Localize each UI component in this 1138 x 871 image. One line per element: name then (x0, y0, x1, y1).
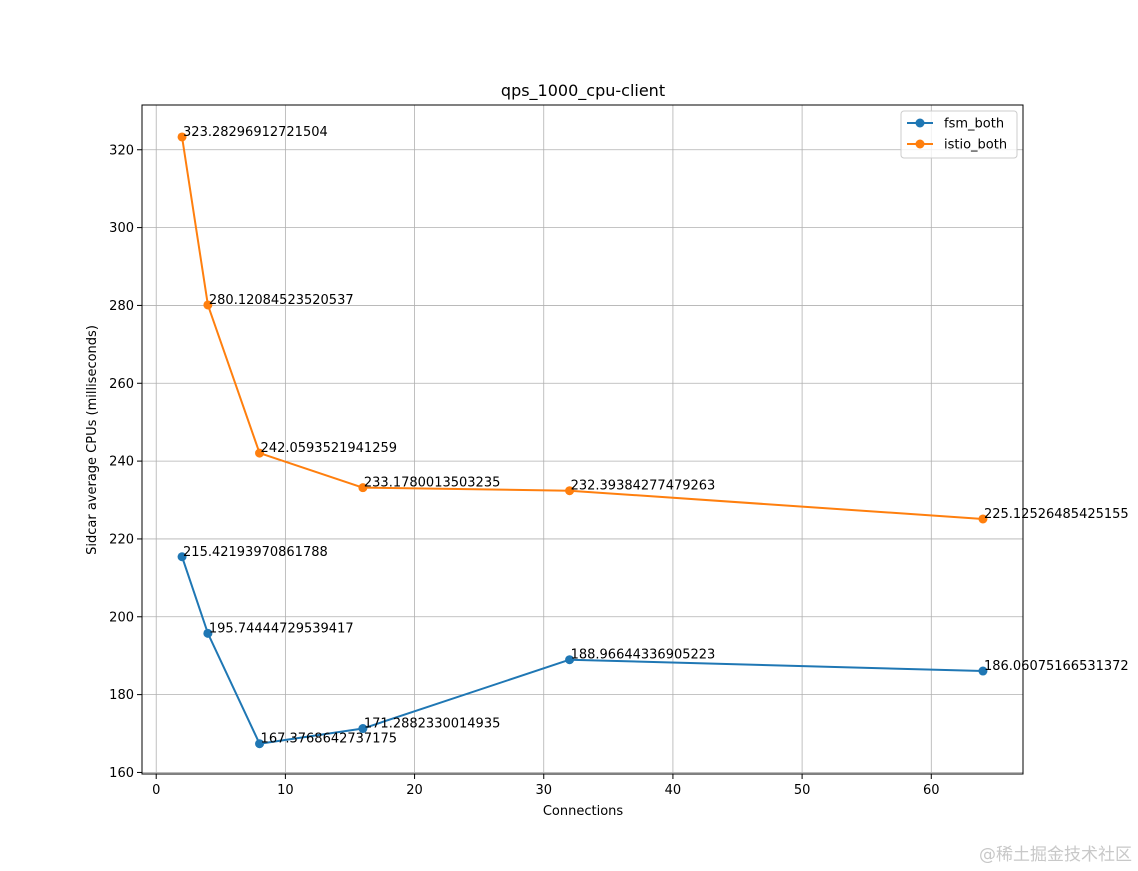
data-point-fsm-both (255, 739, 265, 749)
x-tick-label: 40 (665, 783, 682, 798)
data-point-istio-both (255, 448, 265, 458)
data-label-fsm-both: 186.06075166531372 (984, 659, 1129, 674)
y-tick-label: 200 (109, 610, 134, 625)
grid (142, 105, 1023, 774)
legend-marker-fsm-both (915, 118, 925, 128)
series-line-fsm-both (181, 556, 983, 745)
data-point-istio-both (203, 300, 213, 310)
y-tick-label: 300 (109, 221, 134, 236)
data-label-istio-both: 323.28296912721504 (183, 125, 328, 140)
legend-marker-istio-both (915, 139, 925, 149)
x-tick-label: 10 (277, 783, 294, 798)
data-label-istio-both: 280.12084523520537 (209, 293, 354, 308)
data-point-istio-both (177, 132, 187, 142)
data-label-fsm-both: 188.96644336905223 (571, 648, 716, 663)
x-tick-label: 50 (794, 783, 811, 798)
data-point-istio-both (978, 514, 988, 524)
data-point-fsm-both (978, 666, 988, 676)
series-line-istio-both (181, 136, 984, 520)
x-axis-label: Connections (543, 804, 624, 819)
y-tick-label: 240 (109, 455, 134, 470)
x-tick-label: 0 (152, 783, 160, 798)
data-label-istio-both: 233.1780013503235 (364, 476, 500, 491)
data-point-istio-both (358, 483, 368, 493)
data-point-istio-both (565, 486, 575, 496)
y-axis-label: Sidcar average CPUs (milliseconds) (85, 325, 100, 555)
data-label-fsm-both: 195.74444729539417 (209, 621, 354, 636)
y-tick-label: 260 (109, 377, 134, 392)
x-tick-label: 20 (406, 783, 423, 798)
data-point-fsm-both (565, 655, 575, 665)
data-point-fsm-both (358, 724, 368, 734)
x-tick-label: 30 (535, 783, 552, 798)
data-label-istio-both: 232.39384277479263 (571, 479, 716, 494)
watermark-text: @稀土掘金技术社区 (979, 845, 1132, 865)
data-point-fsm-both (203, 628, 213, 638)
y-tick-label: 280 (109, 299, 134, 314)
legend-label-fsm-both: fsm_both (944, 117, 1004, 132)
plot-area-frame (141, 104, 1024, 775)
axis-ticks: 0 10 20 30 40 50 60 160 180 200 220 240 260 280 300 320 (109, 143, 939, 798)
data-labels: 215.42193970861788 195.74444729539417 167.… (183, 125, 1129, 747)
y-tick-label: 320 (109, 143, 134, 158)
data-label-fsm-both: 215.42193970861788 (183, 545, 328, 560)
data-label-istio-both: 242.0593521941259 (261, 441, 397, 456)
data-label-istio-both: 225.12526485425155 (984, 507, 1129, 522)
y-tick-label: 180 (109, 688, 134, 703)
x-tick-label: 60 (923, 783, 940, 798)
legend-label-istio-both: istio_both (944, 138, 1007, 153)
data-point-fsm-both (177, 552, 187, 562)
chart-title: qps_1000_cpu-client (501, 81, 665, 101)
y-tick-label: 160 (109, 766, 134, 781)
data-label-fsm-both: 171.2882330014935 (364, 717, 500, 732)
data-label-fsm-both: 167.3768642737175 (261, 732, 397, 747)
y-tick-label: 220 (109, 532, 134, 547)
legend: fsm_both istio_both (900, 110, 1018, 159)
series-group (177, 132, 988, 749)
